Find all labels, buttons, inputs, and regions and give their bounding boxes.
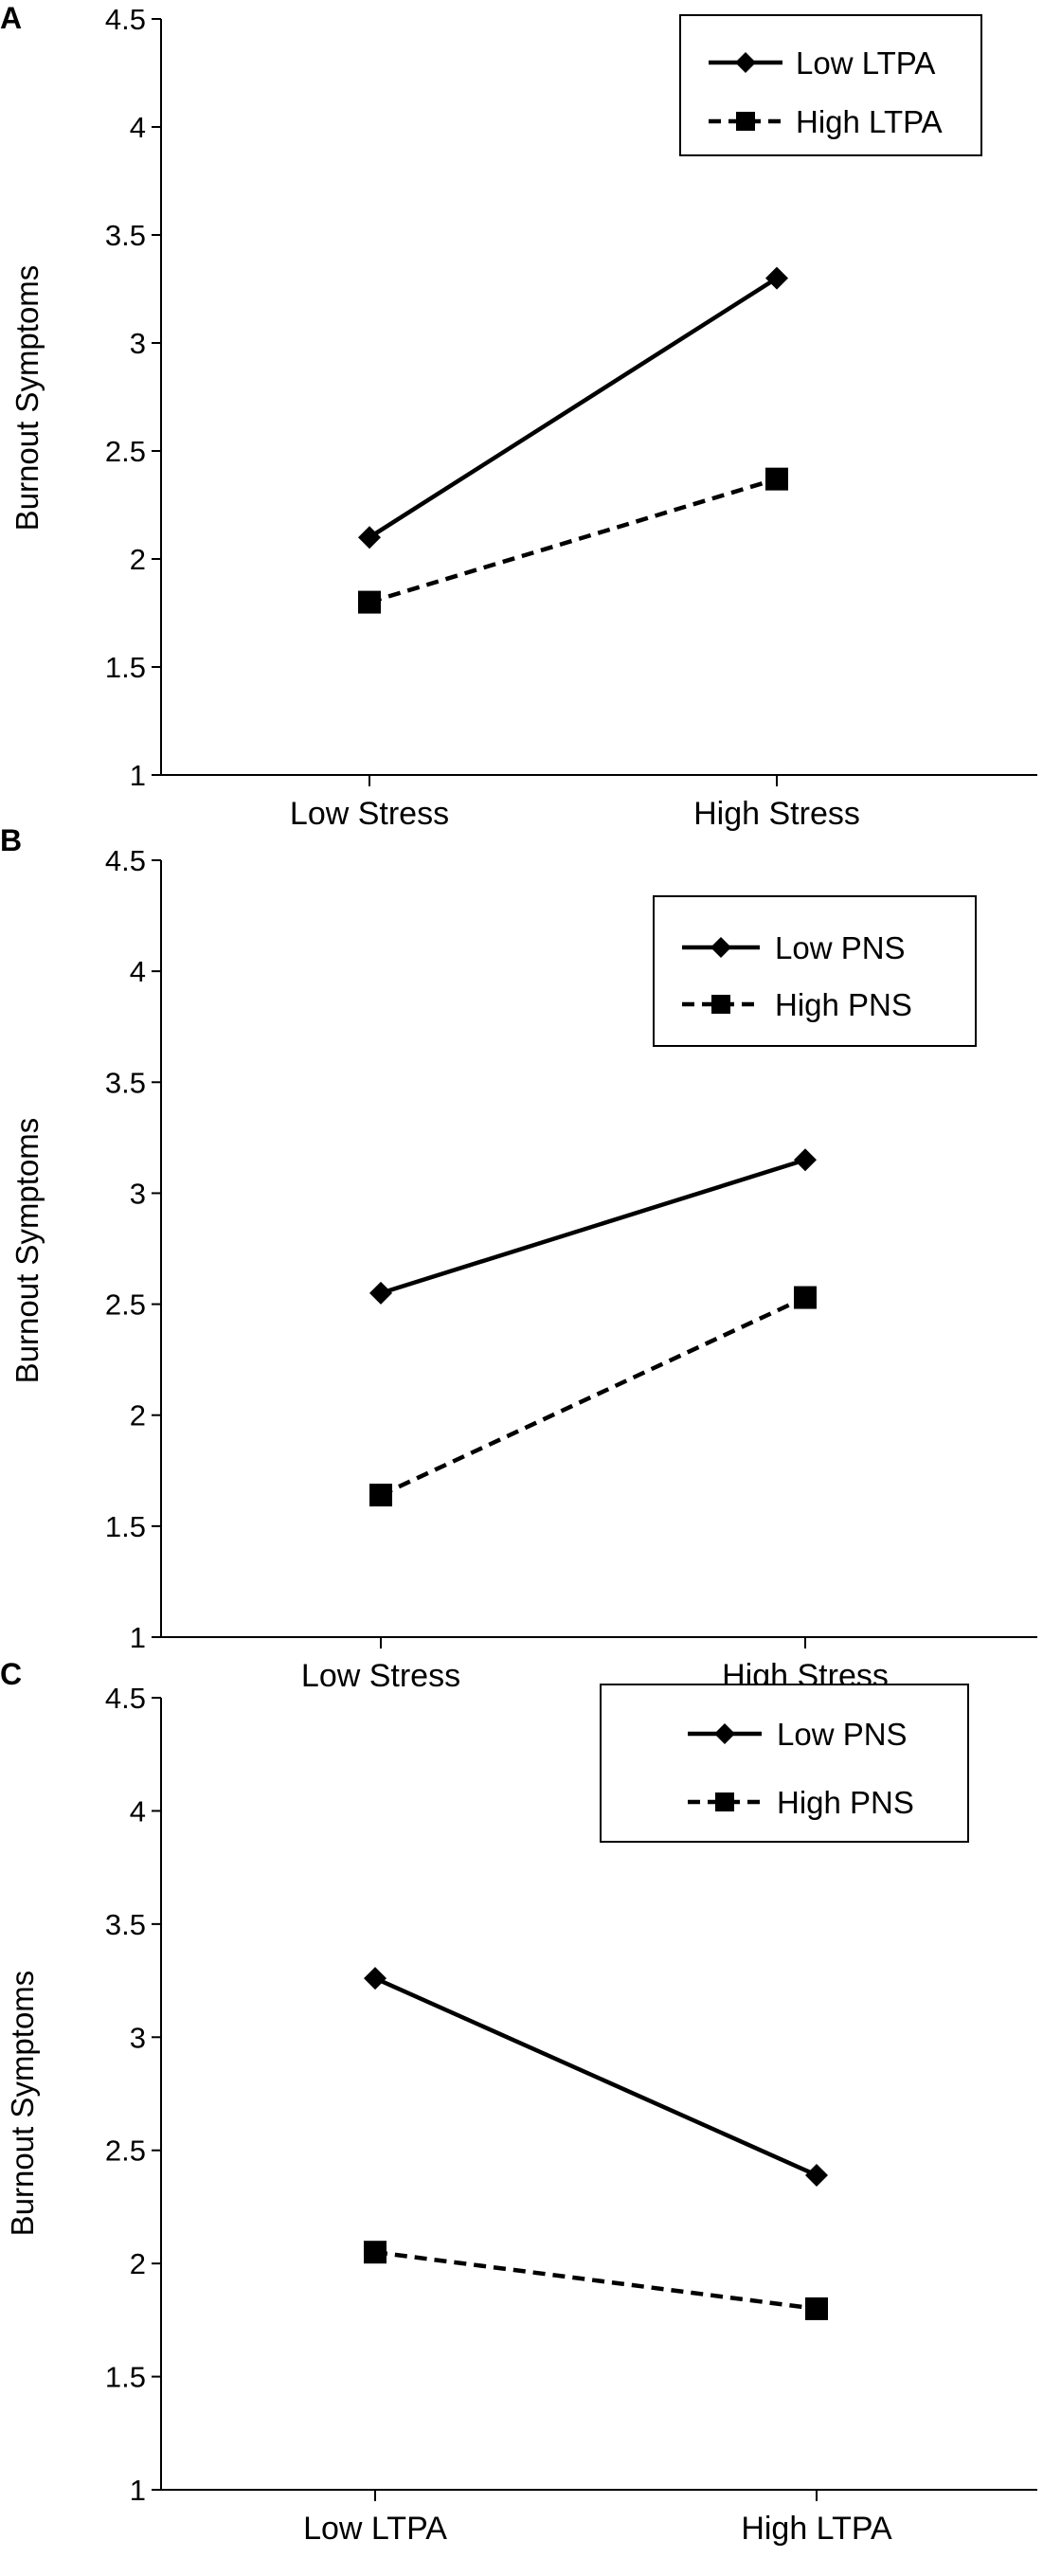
y-tick-label: 2.5 — [105, 2135, 146, 2168]
y-tick-label: 1 — [130, 2474, 146, 2507]
y-tick-label: 4 — [130, 111, 146, 144]
y-tick-label: 3 — [130, 1177, 146, 1210]
legend-box — [653, 895, 977, 1047]
panel-c: C 1 1.5 2 2.5 3 3.5 4 4.5 Low LTPA High LTPA Burnou… — [0, 1657, 1037, 2547]
data-point-square — [794, 1286, 817, 1309]
data-point-diamond — [358, 526, 381, 549]
data-point-diamond — [765, 266, 788, 290]
y-tick-label: 3.5 — [105, 219, 146, 252]
panel-letter: C — [0, 1657, 22, 1691]
y-tick-label: 2 — [130, 2247, 146, 2280]
data-point-square — [364, 2241, 387, 2264]
legend-marker-diamond — [710, 937, 731, 958]
x-category-label: Low Stress — [301, 1658, 460, 1694]
y-tick-label: 2 — [130, 1399, 146, 1432]
y-tick-label: 2.5 — [105, 1288, 146, 1322]
panel-letter: A — [0, 1, 22, 35]
y-axis-title: Burnout Symptoms — [9, 265, 45, 531]
y-axis-title: Burnout Symptoms — [5, 1971, 40, 2237]
legend-box — [679, 14, 982, 156]
data-point-square — [765, 467, 788, 491]
y-tick-label: 1.5 — [105, 2361, 146, 2394]
series-line — [374, 1976, 818, 2178]
legend-marker-square — [715, 1792, 734, 1811]
y-tick-label: 4.5 — [105, 844, 146, 877]
y-tick-label: 2.5 — [105, 435, 146, 468]
legend-marker-square — [711, 995, 730, 1014]
y-tick-label: 2 — [130, 543, 146, 576]
legend-entry-label: High LTPA — [796, 104, 943, 139]
y-tick-label: 3.5 — [105, 1066, 146, 1099]
series-line — [369, 477, 778, 604]
legend-entry-label: Low PNS — [777, 1717, 908, 1752]
legend-entry-label: High PNS — [775, 987, 912, 1022]
data-point-square — [358, 590, 381, 614]
y-tick-label: 4.5 — [105, 1682, 146, 1715]
x-category-label: Low Stress — [290, 796, 449, 832]
legend-marker-square — [736, 112, 755, 131]
data-point-square — [805, 2297, 828, 2320]
series-line — [380, 1295, 806, 1498]
y-tick-label: 4 — [130, 1794, 146, 1828]
y-tick-label: 3.5 — [105, 1908, 146, 1941]
panel-letter: B — [0, 823, 22, 857]
panel-a: A 1 1.5 2 2.5 3 3.5 4 4.5 Low Stress High Stress Bu… — [0, 1, 1037, 832]
data-point-square — [369, 1484, 392, 1507]
data-point-diamond — [369, 1281, 392, 1305]
y-tick-label: 1.5 — [105, 1510, 146, 1543]
legend-entry-label: High PNS — [777, 1785, 914, 1820]
data-point-diamond — [364, 1967, 387, 1991]
y-tick-label: 1 — [130, 1621, 146, 1654]
legend-marker-diamond — [714, 1723, 735, 1744]
data-point-diamond — [794, 1148, 817, 1172]
legend-entry-label: Low LTPA — [796, 45, 935, 81]
series-line — [380, 1158, 806, 1296]
x-category-label: High LTPA — [741, 2511, 892, 2547]
series-line — [374, 2249, 818, 2312]
legend-box — [600, 1684, 969, 1843]
x-category-label: Low LTPA — [303, 2511, 447, 2547]
y-tick-label: 3 — [130, 2021, 146, 2054]
series-line — [368, 276, 779, 540]
y-tick-label: 1 — [130, 759, 146, 792]
x-category-label: High Stress — [693, 796, 860, 832]
legend-marker-diamond — [735, 52, 756, 73]
y-tick-label: 4.5 — [105, 3, 146, 36]
y-tick-label: 1.5 — [105, 651, 146, 684]
y-axis-title: Burnout Symptoms — [9, 1118, 45, 1384]
y-tick-label: 4 — [130, 955, 146, 988]
legend-entry-label: Low PNS — [775, 930, 906, 965]
y-tick-label: 3 — [130, 327, 146, 360]
data-point-diamond — [805, 2163, 828, 2187]
